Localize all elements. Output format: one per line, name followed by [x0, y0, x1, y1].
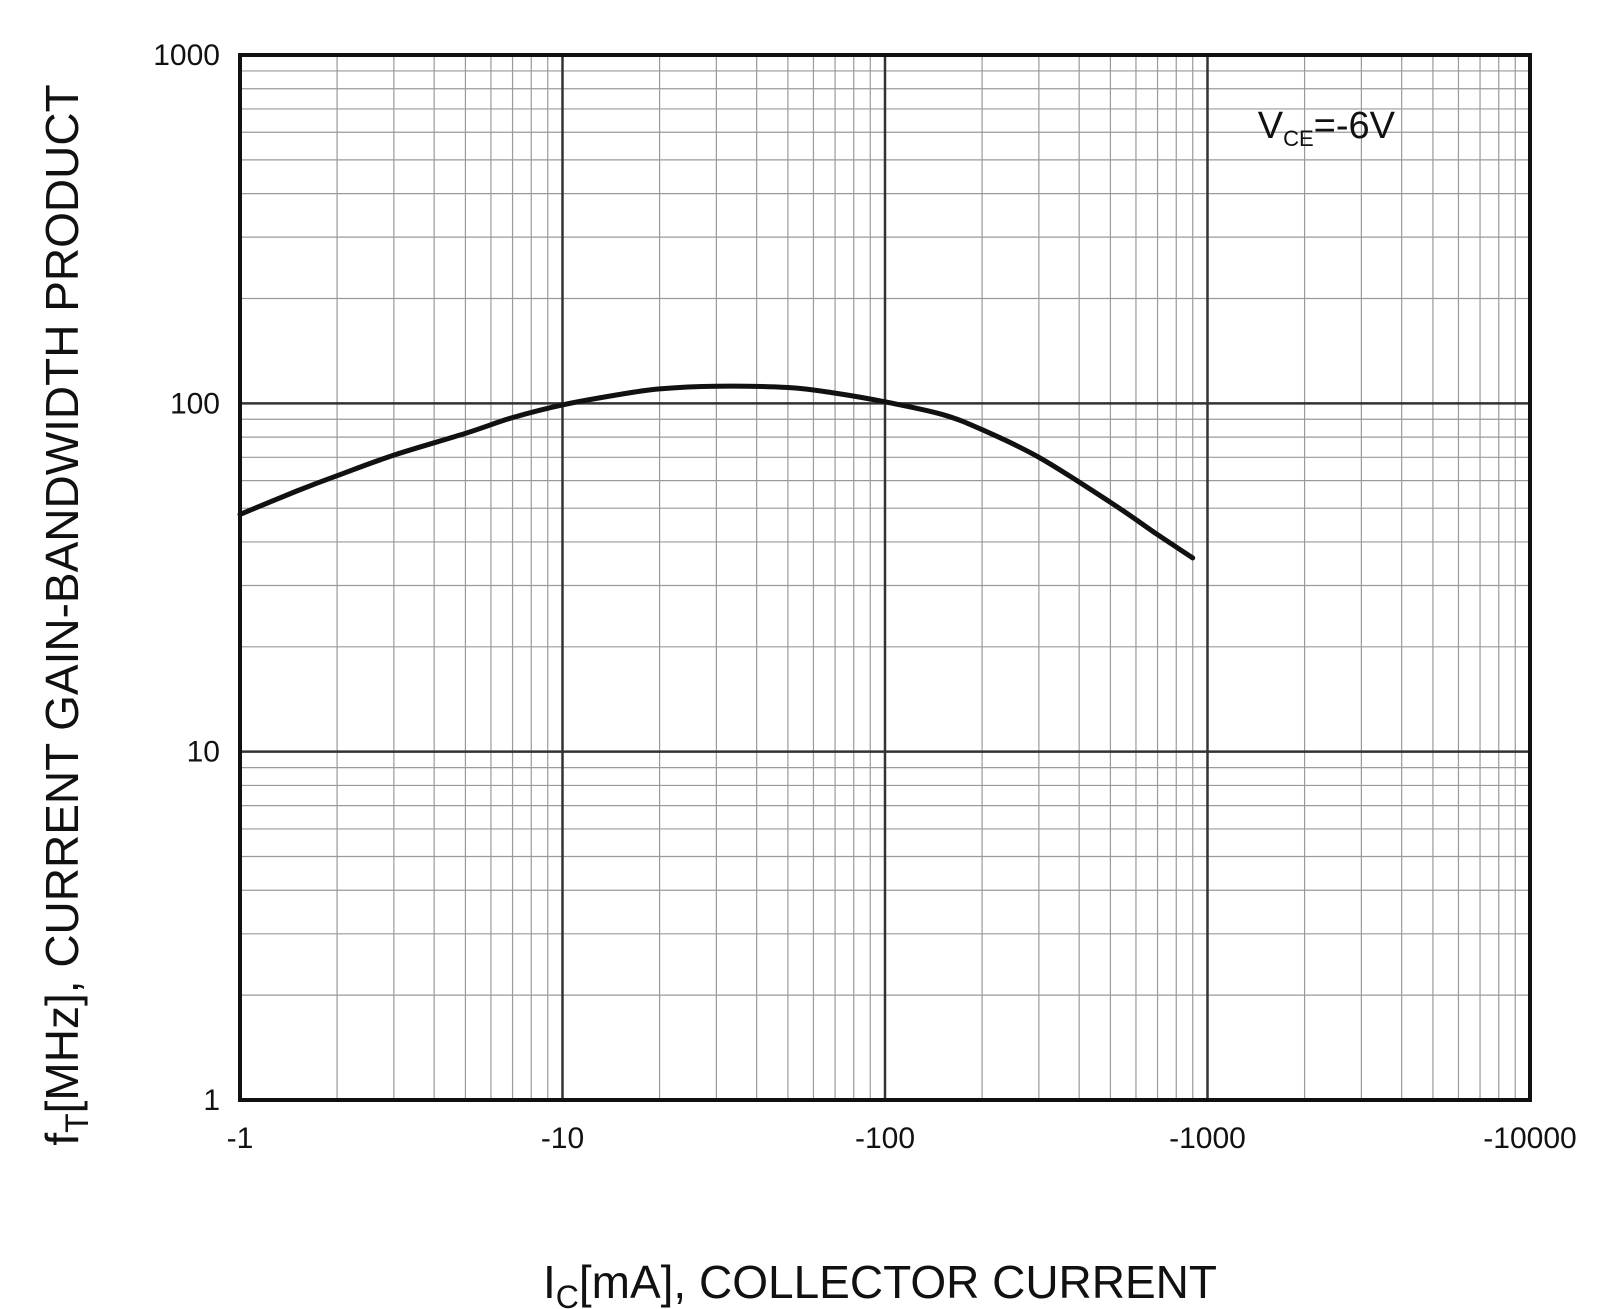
y-title-main: f	[36, 1133, 88, 1146]
series-line	[237, 383, 1196, 561]
x-tick-label: -10	[541, 1122, 584, 1155]
x-axis-title: IC[mA], COLLECTOR CURRENT	[543, 1256, 1217, 1309]
y-tick-labels: 1 10 100 1000	[153, 39, 220, 1117]
x-title-main: I	[543, 1256, 556, 1308]
y-tick-label: 100	[170, 387, 220, 420]
x-tick-labels: -1 -10 -100 -1000 -10000	[227, 1122, 1577, 1155]
y-tick-label: 1	[203, 1084, 220, 1117]
vce-annotation: VCE=-6V	[1258, 105, 1396, 151]
y-tick-label: 1000	[153, 39, 220, 72]
y-title-rest: [MHz], CURRENT GAIN-BANDWIDTH PRODUCT	[36, 84, 88, 1113]
x-title-sub: C	[556, 1279, 579, 1309]
y-axis-title: fT[MHz], CURRENT GAIN-BANDWIDTH PRODUCT	[36, 84, 95, 1145]
annotation-rest: =-6V	[1314, 105, 1396, 147]
major-gridlines	[240, 55, 1530, 1100]
plot-frame	[238, 53, 1532, 1102]
y-tick-label: 10	[187, 736, 220, 769]
y-title-sub: T	[59, 1113, 95, 1133]
annotation-sub: CE	[1283, 126, 1314, 151]
annotation-main: V	[1258, 105, 1284, 147]
x-tick-label: -10000	[1483, 1122, 1576, 1155]
x-tick-label: -1	[227, 1122, 254, 1155]
x-tick-label: -100	[855, 1122, 915, 1155]
x-tick-label: -1000	[1169, 1122, 1246, 1155]
x-title-rest: [mA], COLLECTOR CURRENT	[579, 1256, 1217, 1308]
